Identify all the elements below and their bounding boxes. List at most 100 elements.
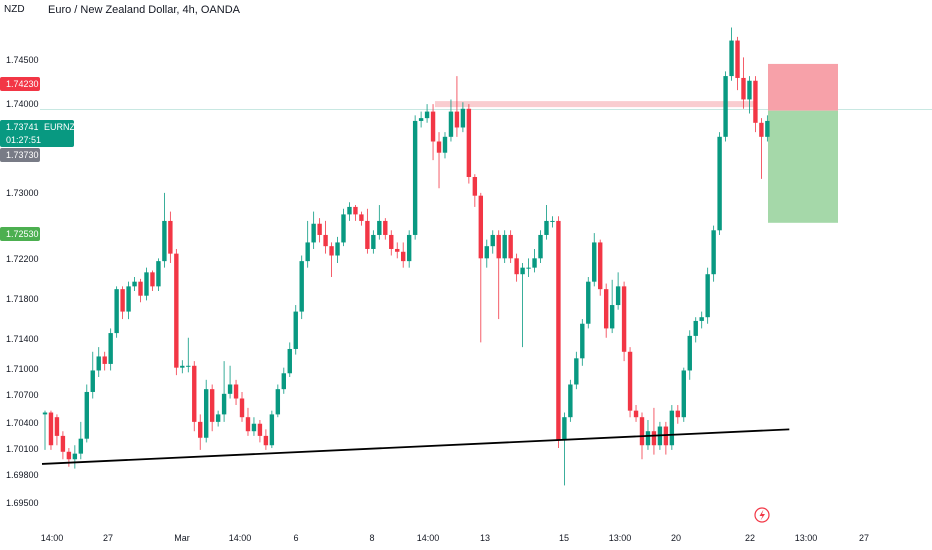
position-tool-layer[interactable] [768, 63, 838, 223]
trendline-layer[interactable] [41, 428, 790, 465]
candle-body [317, 223, 322, 235]
candle-body [424, 111, 430, 119]
entry-badge-text: 1.73730 [6, 150, 39, 160]
candle-body [138, 281, 143, 296]
candle-body [281, 373, 286, 390]
time-tick-label: 14:00 [417, 533, 440, 543]
time-tick-label: 20 [671, 533, 681, 543]
candle-body [198, 421, 203, 438]
candle-body [263, 435, 269, 446]
support-trendline [41, 428, 790, 465]
time-tick-label: 15 [559, 533, 569, 543]
candle-body [460, 108, 466, 128]
candle-body [520, 267, 525, 275]
candle-body [484, 246, 489, 259]
candle-body [580, 323, 585, 359]
candle-body [293, 311, 298, 349]
candle-body [496, 234, 501, 259]
candle-body [412, 120, 418, 235]
candle-body [168, 220, 173, 254]
candle-body [550, 220, 555, 222]
candle-body [359, 214, 364, 221]
candle-body [472, 177, 478, 196]
candle-body [48, 412, 54, 446]
candle-body [514, 258, 519, 275]
candle-body [78, 438, 84, 454]
candle-body [395, 248, 400, 252]
candle-body [174, 253, 179, 368]
candle-body [687, 335, 692, 371]
candle-body [639, 417, 645, 446]
candle-body [96, 356, 101, 371]
candle-body [311, 223, 316, 243]
stop-badge [0, 227, 40, 241]
candle-body [275, 389, 281, 415]
candle-body [102, 356, 107, 364]
candle-body [389, 234, 394, 249]
candle-body [675, 410, 681, 418]
candle-body [609, 305, 615, 329]
candle-body [532, 258, 537, 268]
price-tick-label: 1.71400 [6, 334, 39, 344]
candle-body [150, 272, 155, 287]
price-tick-label: 1.74000 [6, 99, 39, 109]
time-tick-label: 14:00 [41, 533, 64, 543]
lightning-icon[interactable] [754, 507, 770, 523]
time-axis[interactable]: 14:00 27 Mar 14:00 6 8 14:00 13 15 13:00 20 22 13:00… [41, 533, 869, 543]
candle-body [132, 281, 137, 287]
candle-body [126, 286, 131, 312]
candle-body [365, 220, 370, 249]
candle-body [251, 423, 257, 432]
candle-body [144, 272, 149, 296]
resistance-zone-layer [435, 101, 755, 108]
candle-body [627, 351, 633, 411]
candle-body [699, 317, 704, 321]
candle-body [681, 370, 686, 418]
candle-body [621, 286, 627, 352]
candle-body [538, 234, 543, 259]
candle-body [526, 267, 531, 269]
candle-body [233, 384, 239, 399]
price-tick-label: 1.69800 [6, 470, 39, 480]
candle-body [329, 246, 334, 256]
candle-body [406, 234, 412, 262]
resistance-zone [435, 101, 755, 108]
candle-body [353, 206, 358, 215]
price-tick-label: 1.70700 [6, 390, 39, 400]
time-tick-label: 13 [480, 533, 490, 543]
candle-body [323, 234, 328, 247]
candle-body [592, 242, 597, 282]
candle-body [239, 398, 245, 418]
position-profit-zone [768, 63, 838, 111]
time-tick-label: 27 [859, 533, 869, 543]
candle-body [633, 410, 639, 418]
candle-body [192, 365, 197, 422]
candle-body [717, 136, 722, 231]
current-badge-symbol: EURNZD [44, 122, 82, 132]
current-badge [0, 120, 74, 147]
candle-body [305, 242, 310, 262]
candle-body [603, 289, 609, 329]
candle-body [556, 220, 561, 441]
candle-body [753, 80, 758, 123]
candle-body [227, 384, 233, 394]
candle-body [257, 423, 263, 436]
candle-body [186, 365, 191, 367]
candle-body [598, 242, 603, 290]
candle-body [84, 391, 89, 439]
entry-badge [0, 148, 40, 162]
candle-body [478, 195, 484, 259]
candle-body [341, 214, 346, 243]
candle-body [544, 220, 549, 235]
candle-body [562, 417, 567, 441]
candle-body [335, 242, 340, 256]
price-axis[interactable]: 1.74500 1.74000 1.73000 1.72200 1.71800 1.714… [6, 55, 39, 508]
candle-body [90, 370, 95, 392]
candle-body [72, 453, 78, 460]
candle-body [180, 365, 185, 368]
candle-body [568, 384, 573, 418]
candle-body [442, 136, 448, 153]
currency-label: NZD [4, 4, 25, 15]
candle-body [454, 111, 460, 128]
